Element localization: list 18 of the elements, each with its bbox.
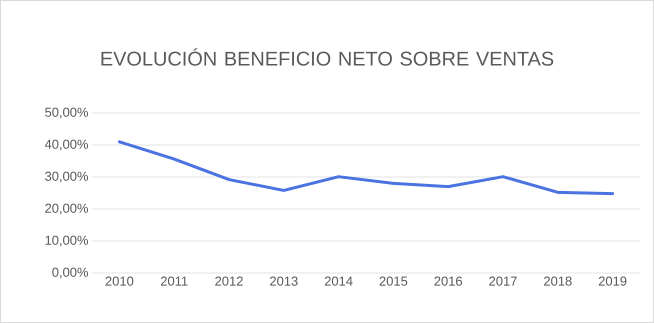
x-tick-label: 2015 [380,276,408,286]
y-tick-label: 40,00% [44,140,88,150]
x-tick-label: 2019 [598,276,626,286]
x-tick-label: 2018 [544,276,572,286]
y-tick-label: 20,00% [45,204,88,214]
x-tick-label: 2010 [106,276,134,286]
line-series [118,140,614,196]
y-tick-label: 10,00% [46,236,88,246]
y-tick-label: 0,00% [52,268,88,278]
y-tick-label: 50,00% [45,108,88,118]
x-tick-label: 2014 [324,276,353,286]
x-tick-label: 2013 [270,276,298,286]
chart-title: EVOLUCIÓN BENEFICIO NETO SOBRE VENTAS [101,48,554,66]
x-tick-label: 2017 [489,276,517,286]
x-tick-label: 2016 [434,276,462,286]
x-tick-label: 2011 [160,276,188,286]
y-tick-label: 30,00% [45,172,88,182]
x-tick-label: 2012 [215,276,243,286]
